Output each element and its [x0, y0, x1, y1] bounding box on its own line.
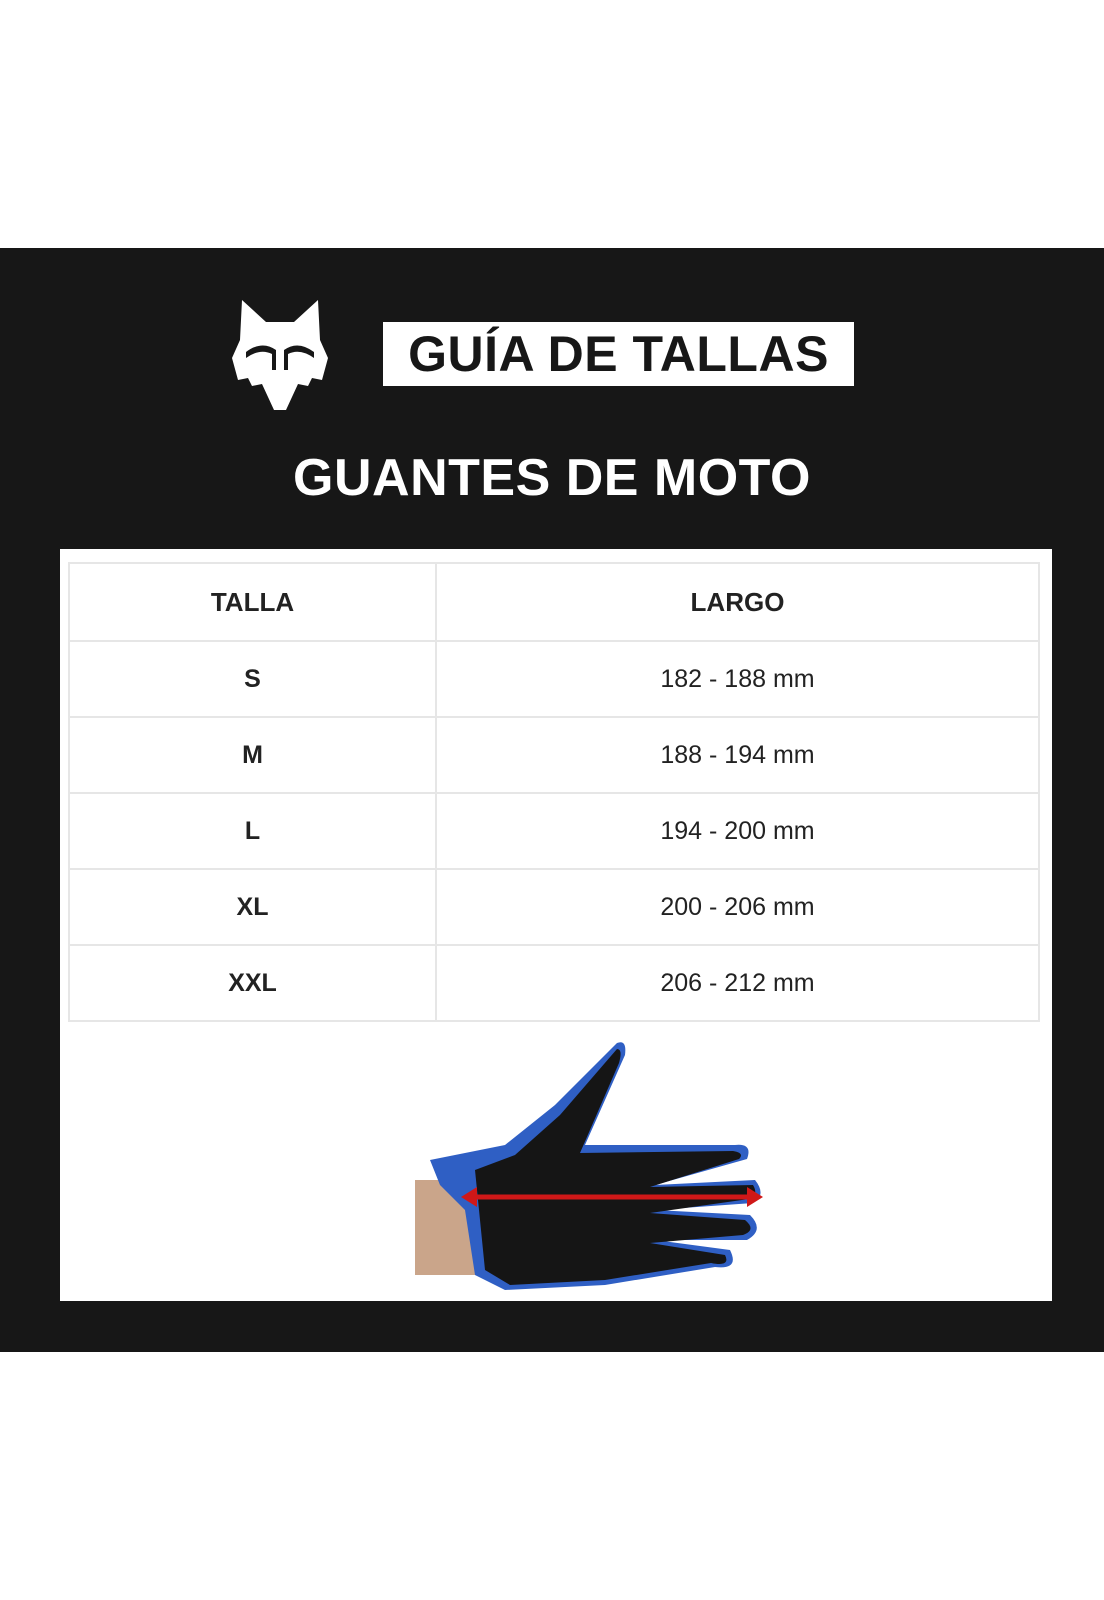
table-row: XL 200 - 206 mm: [68, 868, 1040, 946]
table-row: XXL 206 - 212 mm: [68, 944, 1040, 1022]
size-cell: L: [68, 792, 437, 870]
size-cell: M: [68, 716, 437, 794]
title-box: GUÍA DE TALLAS: [383, 322, 854, 386]
fox-head-logo-icon: [232, 300, 328, 410]
length-cell: 188 - 194 mm: [435, 716, 1040, 794]
length-cell: 200 - 206 mm: [435, 868, 1040, 946]
glove-palm: [475, 1049, 756, 1285]
size-table: TALLA LARGO S 182 - 188 mm M 188 - 194 m…: [68, 562, 1040, 1022]
length-cell: 182 - 188 mm: [435, 640, 1040, 718]
table-row: M 188 - 194 mm: [68, 716, 1040, 794]
size-cell: XL: [68, 868, 437, 946]
length-cell: 206 - 212 mm: [435, 944, 1040, 1022]
column-header-size: TALLA: [68, 562, 437, 642]
table-header-row: TALLA LARGO: [68, 562, 1040, 642]
length-cell: 194 - 200 mm: [435, 792, 1040, 870]
size-cell: S: [68, 640, 437, 718]
arrow-left-icon: [461, 1187, 477, 1207]
column-header-length: LARGO: [435, 562, 1040, 642]
table-row: L 194 - 200 mm: [68, 792, 1040, 870]
page-subtitle: GUANTES DE MOTO: [293, 449, 811, 507]
glove-measurement-image: [415, 1042, 763, 1290]
size-panel: TALLA LARGO S 182 - 188 mm M 188 - 194 m…: [60, 549, 1052, 1301]
size-cell: XXL: [68, 944, 437, 1022]
page-title: GUÍA DE TALLAS: [408, 326, 829, 382]
table-row: S 182 - 188 mm: [68, 640, 1040, 718]
arrow-right-icon: [747, 1187, 763, 1207]
